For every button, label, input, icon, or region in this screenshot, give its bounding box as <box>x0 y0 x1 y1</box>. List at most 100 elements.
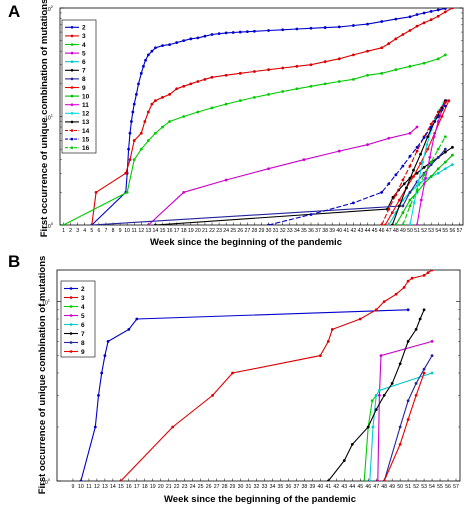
series-3-point <box>143 120 147 123</box>
series-14-point <box>394 193 398 197</box>
series-2-point <box>93 425 97 429</box>
x-tick-label: 57 <box>453 484 459 490</box>
y-tick-label: 101 <box>45 113 54 122</box>
x-tick-label: 33 <box>287 228 293 234</box>
series-14-point <box>408 164 412 168</box>
series-4-point <box>132 158 136 162</box>
series-4-line <box>363 395 377 481</box>
series-15-point <box>422 136 426 139</box>
series-7-point <box>414 327 418 331</box>
series-4-line <box>63 54 446 225</box>
legend-marker-5 <box>70 51 74 55</box>
x-tick-label: 39 <box>329 228 335 234</box>
x-tick-label: 57 <box>457 228 463 234</box>
series-3-point <box>203 77 207 81</box>
x-tick-label: 49 <box>389 484 395 490</box>
x-tick-label: 56 <box>445 484 451 490</box>
series-7-point <box>402 182 406 186</box>
plot-frame <box>56 269 461 482</box>
x-tick-label: 49 <box>400 228 406 234</box>
series-2-point <box>231 31 235 34</box>
legend-marker-11 <box>70 103 74 106</box>
series-8-point <box>401 204 405 208</box>
series-3-point <box>337 57 341 61</box>
x-tick-label: 32 <box>280 228 286 234</box>
panel-a-xlabel: Week since the beginning of the pandemic <box>150 237 342 248</box>
series-5-point <box>376 479 380 481</box>
legend-marker-6 <box>70 60 74 63</box>
series-15-point <box>267 223 270 225</box>
series-4-point <box>125 190 129 194</box>
series-11-point <box>428 155 432 159</box>
panel-a-plot: 1 2 3 4 5 6 7 8 9 10 11 12 13 14 15 16 17 18 19 20 21 22 23 24 2… <box>45 4 464 234</box>
series-13-point <box>419 152 422 156</box>
series-3-point <box>366 49 369 53</box>
series-15-point <box>401 164 405 168</box>
x-tick-label: 17 <box>134 484 140 490</box>
series-4-point <box>370 399 374 403</box>
series-6-point <box>450 163 454 167</box>
series-2-point <box>131 110 135 114</box>
series-10-point <box>443 160 447 164</box>
series-3-point <box>309 63 313 67</box>
x-tick-label: 23 <box>216 228 222 234</box>
series-11-point <box>432 135 436 139</box>
legend-label-6: 6 <box>81 322 85 329</box>
series-8-point <box>408 190 412 194</box>
series-3-point <box>295 64 299 68</box>
x-tick-label: 20 <box>195 228 201 234</box>
series-15-point <box>380 190 384 194</box>
series-16-point <box>429 160 433 164</box>
x-tick-label: 47 <box>386 228 392 234</box>
series-16-point <box>408 204 412 208</box>
series-3-point <box>196 80 200 83</box>
x-tick-label: 52 <box>413 484 419 490</box>
series-9-point <box>397 198 401 202</box>
legend-marker-16 <box>70 146 74 149</box>
series-13-point <box>390 223 394 225</box>
series-5-point <box>267 167 270 171</box>
series-6-point <box>443 167 447 171</box>
legend <box>61 19 97 154</box>
series-10-point <box>429 175 433 178</box>
series-7-point <box>422 308 426 312</box>
series-5-point <box>337 149 341 153</box>
series-2-point <box>394 17 398 21</box>
series-2-point <box>323 26 327 29</box>
series-7-point <box>390 381 394 385</box>
series-11-point <box>419 198 423 202</box>
series-2-point <box>295 27 299 31</box>
series-2-point <box>238 30 242 34</box>
series-10-line <box>395 154 453 225</box>
series-9-point <box>383 223 387 225</box>
x-tick-label: 38 <box>322 228 328 234</box>
x-tick-label: 56 <box>450 228 456 234</box>
series-2-point <box>100 371 104 375</box>
series-3-point <box>426 271 430 275</box>
series-3-point <box>401 33 405 36</box>
series-9-point <box>406 418 410 421</box>
x-tick-label: 38 <box>301 484 307 490</box>
series-13-point <box>412 168 415 172</box>
legend-marker-3 <box>69 296 73 299</box>
series-3-point <box>352 53 355 57</box>
x-tick-label: 24 <box>190 484 196 490</box>
series-8-point <box>414 381 418 385</box>
series-15-point <box>387 182 391 186</box>
x-tick-label: 13 <box>145 228 151 234</box>
x-tick-label: 15 <box>118 484 124 490</box>
series-3-point <box>382 300 386 303</box>
series-2-point <box>106 339 110 343</box>
series-2-point <box>210 33 214 36</box>
series-10-point <box>408 198 412 202</box>
series-3-point <box>119 479 123 481</box>
series-2-point <box>408 15 412 19</box>
x-tick-label: 45 <box>357 484 363 490</box>
series-10-point <box>401 211 405 215</box>
x-tick-label: 12 <box>138 228 144 234</box>
series-15-point <box>309 213 313 216</box>
x-tick-label: 19 <box>150 484 156 490</box>
series-4-point <box>443 53 447 57</box>
x-tick-label: 6 <box>97 228 100 234</box>
series-8-point <box>90 223 94 225</box>
